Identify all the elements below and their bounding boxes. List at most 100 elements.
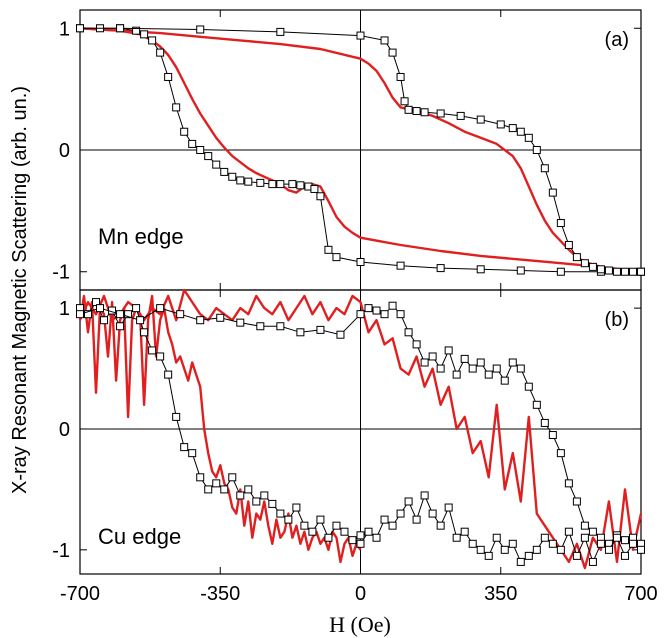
data-point-square (436, 521, 445, 530)
data-point-square (156, 304, 165, 313)
data-point-square (380, 515, 389, 524)
data-point-square (310, 184, 319, 193)
data-point-square (468, 364, 477, 373)
data-point-square (548, 188, 557, 197)
y-tick-label: 0 (59, 419, 70, 441)
data-point-square (428, 352, 437, 361)
data-point-square (236, 176, 245, 185)
data-point-square (76, 310, 84, 319)
data-point-square (276, 180, 285, 189)
data-point-square (436, 109, 445, 118)
edge-label: Mn edge (98, 224, 184, 249)
data-point-square (316, 515, 325, 524)
data-point-square (204, 485, 213, 494)
data-point-square (164, 370, 173, 379)
data-point-square (188, 139, 197, 148)
data-point-square (92, 298, 101, 307)
data-point-square (540, 164, 549, 173)
data-point-square (596, 265, 605, 274)
data-point-square (444, 503, 453, 512)
data-point-square (316, 192, 325, 201)
y-tick-label: 1 (59, 298, 70, 320)
data-point-square (148, 36, 157, 45)
data-point-square (228, 473, 237, 482)
data-point-square (400, 97, 409, 106)
data-point-square (136, 316, 145, 325)
data-point-square (476, 115, 485, 124)
data-point-square (196, 316, 205, 325)
data-point-square (244, 177, 253, 186)
data-point-square (588, 557, 597, 566)
data-point-square (620, 267, 629, 276)
data-point-square (204, 152, 213, 161)
data-point-square (356, 531, 365, 540)
data-point-square (532, 545, 541, 554)
data-point-square (220, 167, 229, 176)
data-point-square (268, 180, 277, 189)
x-axis-label: H (Oe) (329, 612, 391, 637)
data-point-square (116, 24, 125, 33)
data-point-square (476, 358, 485, 367)
data-point-square (212, 160, 221, 169)
data-point-square (388, 48, 397, 57)
data-point-square (252, 497, 261, 506)
data-point-square (508, 539, 517, 548)
data-point-square (496, 120, 505, 129)
data-point-square (484, 551, 493, 560)
data-point-square (196, 146, 205, 154)
data-point-square (476, 265, 485, 274)
y-tick-label: -1 (52, 540, 70, 562)
data-point-square (332, 253, 341, 262)
data-point-square (564, 527, 573, 536)
data-point-square (340, 527, 349, 536)
data-point-square (436, 364, 445, 373)
data-point-square (268, 499, 277, 508)
data-point-square (548, 539, 557, 548)
data-point-square (296, 181, 305, 190)
data-point-square (364, 304, 373, 313)
data-point-square (396, 261, 405, 270)
data-point-square (212, 479, 221, 488)
data-point-square (276, 322, 285, 331)
data-point-square (260, 491, 269, 500)
y-tick-label: -1 (52, 262, 70, 284)
data-point-square (556, 219, 565, 228)
data-point-square (404, 105, 413, 114)
x-tick-label: 350 (484, 583, 517, 605)
data-point-square (236, 491, 245, 500)
data-point-square (116, 322, 125, 331)
data-point-square (532, 146, 541, 154)
data-point-square (116, 310, 125, 319)
data-point-square (172, 412, 181, 421)
data-point-square (524, 551, 533, 560)
panel-b: 1 0 -1 -700 -350 0 350 700 (b) Cu edge (52, 288, 658, 605)
y-tick-label: 1 (59, 18, 70, 40)
data-point-square (216, 313, 225, 322)
data-point-square (296, 328, 305, 337)
data-point-square (612, 267, 621, 276)
data-point-square (356, 539, 365, 548)
data-point-square (508, 124, 517, 133)
data-point-square (396, 72, 405, 81)
data-point-square (196, 473, 205, 482)
data-point-square (396, 509, 405, 518)
data-point-square (564, 479, 573, 488)
data-point-square (372, 306, 381, 315)
data-point-square (332, 521, 341, 530)
data-point-square (356, 258, 365, 266)
data-point-square (500, 545, 509, 554)
data-point-square (276, 509, 285, 518)
data-point-square (612, 533, 621, 542)
data-point-square (492, 533, 501, 542)
data-point-square (436, 264, 445, 273)
data-point-square (148, 346, 157, 355)
data-point-square (288, 180, 297, 189)
data-point-square (532, 400, 541, 409)
data-point-square (292, 503, 301, 512)
data-point-square (572, 497, 581, 506)
data-point-square (628, 267, 637, 276)
data-point-square (412, 340, 421, 349)
data-point-square (356, 310, 365, 319)
data-point-square (516, 266, 525, 275)
data-point-square (356, 31, 365, 40)
